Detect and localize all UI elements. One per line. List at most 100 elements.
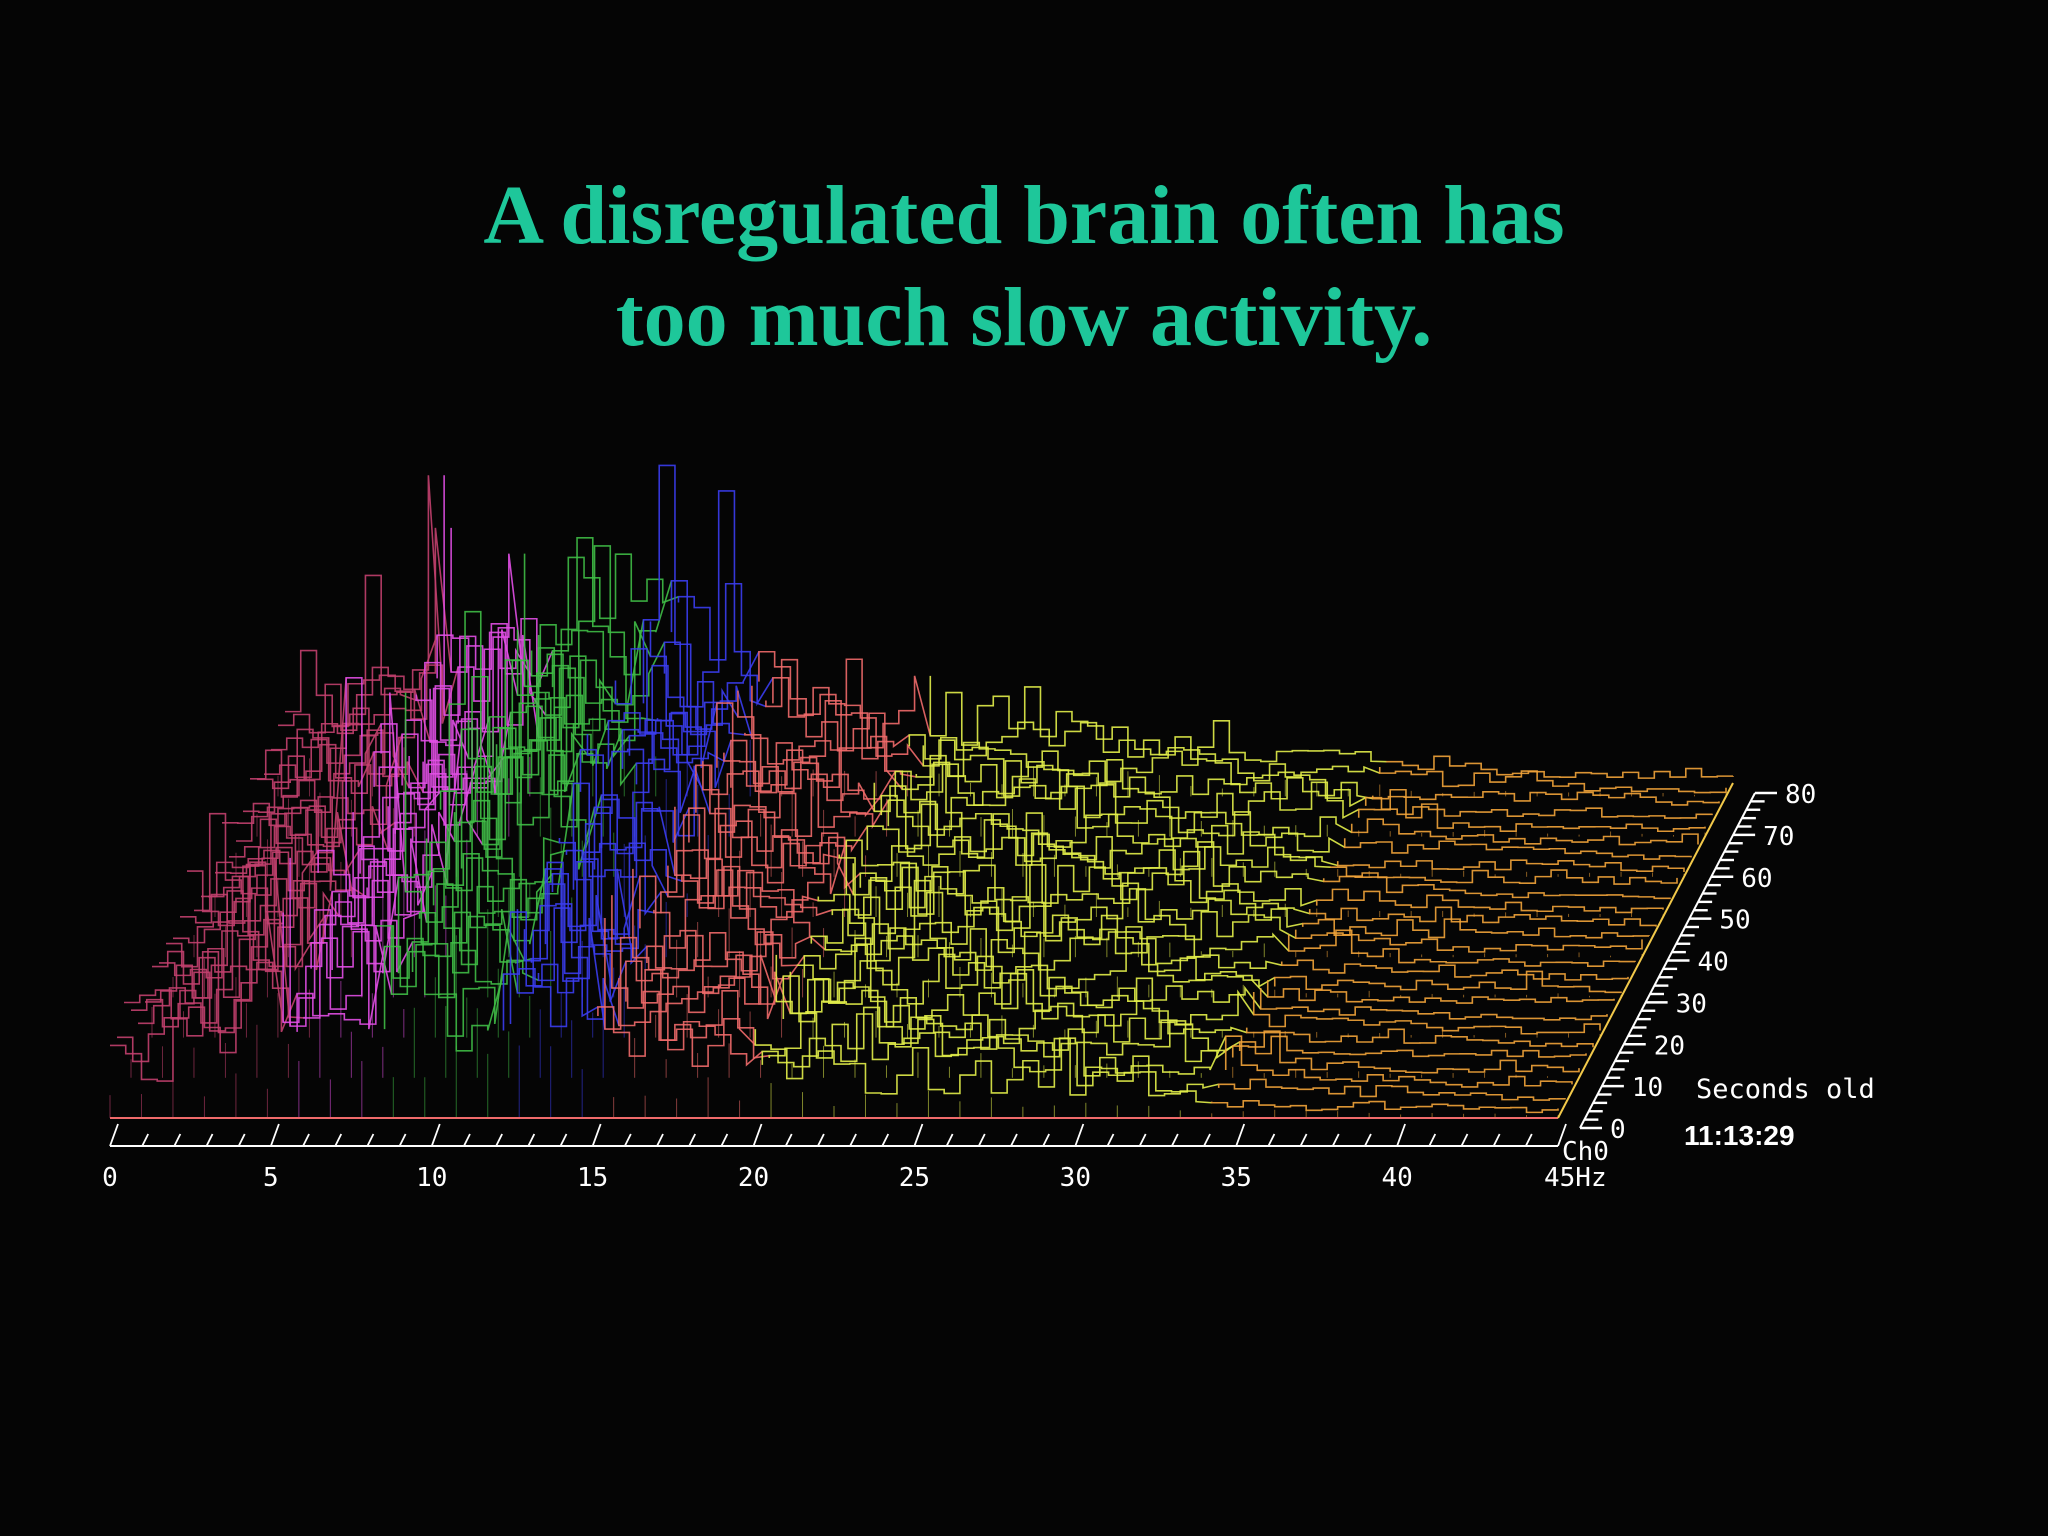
spectrum-row-segment — [1259, 988, 1608, 1021]
spectrum-row-segment — [716, 702, 876, 839]
spectrum-row-segment — [411, 870, 539, 985]
spectrum-row-segment — [159, 882, 333, 979]
frequency-minor-tick — [688, 1133, 697, 1147]
spectrum-row-segment — [1315, 888, 1664, 914]
spectrum-row-segment — [1294, 929, 1643, 953]
spectrum-row-segment — [432, 610, 560, 918]
frequency-minor-tick — [1267, 1133, 1276, 1147]
spectrum-row-segment — [271, 475, 445, 751]
surface-side-edge — [1557, 782, 1734, 1119]
spectrum-row-segment — [887, 784, 1346, 853]
spectrum-row-segment — [859, 833, 1318, 907]
spectrum-row-segment — [845, 839, 1303, 928]
spectrum-row-segment — [418, 857, 547, 958]
spectrum-row-segment — [317, 849, 414, 973]
frequency-minor-tick — [1171, 1133, 1179, 1147]
spectrum-row-segment — [611, 895, 770, 1059]
frequency-minor-tick — [141, 1133, 149, 1147]
spectrum-row-segment — [250, 728, 424, 798]
spectrum-row-segment — [600, 758, 697, 855]
spectrum-row-segment — [674, 806, 833, 917]
spectrum-row-segment — [474, 647, 603, 849]
frequency-minor-tick — [173, 1133, 182, 1147]
frequency-minor-tick — [817, 1133, 825, 1147]
spectrum-row-segment — [530, 545, 658, 729]
frequency-major-tick — [109, 1123, 119, 1147]
spectrum-row-segment — [635, 664, 732, 789]
spectrum-row-segment — [439, 675, 567, 902]
spectrum-row-segment — [1238, 1035, 1587, 1058]
spectrum-row-segment — [394, 716, 491, 834]
spectrum-row-segment — [502, 968, 599, 1031]
spectrum-row-segment — [803, 879, 1262, 1010]
spectrum-row-segment — [824, 864, 1282, 969]
spectrum-row-segment — [642, 464, 739, 736]
frequency-minor-tick — [334, 1133, 343, 1147]
spectrum-row-segment — [765, 658, 924, 767]
spectrum-row-segment — [257, 688, 431, 795]
spectrum-row-segment — [282, 909, 378, 1024]
spectrum-row-segment — [404, 692, 532, 974]
spectrum-row-segment — [152, 879, 326, 985]
spectrum-row-segment — [1301, 918, 1650, 939]
spectrum-row-segment — [831, 886, 1290, 958]
frequency-tick-label: 25 — [899, 1163, 930, 1193]
frequency-minor-tick — [1460, 1133, 1469, 1147]
depth-tick-label: 0 — [1610, 1115, 1626, 1145]
spectrum-row-segment — [390, 908, 519, 999]
title-line-1: A disregulated brain often has — [483, 169, 1565, 262]
frequency-minor-tick — [1364, 1133, 1372, 1147]
title-line-2: too much slow activity. — [615, 271, 1433, 364]
spectrum-row-segment — [866, 754, 1324, 887]
frequency-minor-tick — [1203, 1133, 1211, 1147]
spectrum-row-segment — [772, 675, 932, 749]
frequency-minor-tick — [398, 1133, 407, 1147]
spectrum-row-segment — [915, 741, 1373, 800]
spectrum-row-segment — [1322, 875, 1671, 900]
spectrum-row-segment — [565, 842, 662, 935]
spectrum-row-segment — [166, 846, 340, 968]
frequency-minor-tick — [1138, 1133, 1147, 1147]
spectrum-row-segment — [621, 702, 718, 771]
spectrogram-surface — [109, 464, 1734, 1119]
spectrum-row-segment — [383, 911, 512, 1037]
frequency-minor-tick — [945, 1133, 954, 1147]
spectrum-row-segment — [502, 694, 631, 792]
spectrum-row-segment — [429, 553, 526, 758]
spectrum-row-segment — [901, 759, 1360, 820]
frequency-minor-tick — [720, 1133, 729, 1147]
spectrum-row-segment — [453, 747, 582, 858]
spectrum-row-segment — [460, 717, 589, 869]
spectrum-row-segment — [639, 875, 798, 995]
slide-title: A disregulated brain often has too much … — [0, 165, 2048, 369]
spectrum-row-segment — [649, 621, 746, 756]
spectrum-row-segment — [180, 809, 354, 924]
spectrum-row-segment — [443, 475, 540, 738]
spectrum-row-segment — [586, 734, 683, 882]
frequency-minor-tick — [1331, 1133, 1340, 1147]
spectrum-row-segment — [285, 649, 459, 728]
spectrum-row-segment — [187, 848, 361, 927]
spectrum-row-segment — [1343, 838, 1692, 860]
depth-tick-label: 50 — [1719, 906, 1750, 936]
spectrum-row-segment — [667, 807, 826, 951]
frequency-major-tick — [270, 1123, 280, 1147]
spectrum-row-segment — [201, 751, 375, 898]
spectrum-row-segment — [215, 805, 389, 874]
spectrum-row-segment — [352, 812, 449, 899]
spectrum-row-segment — [688, 807, 848, 895]
frequency-minor-tick — [1106, 1133, 1115, 1147]
spectrum-row-segment — [229, 733, 403, 858]
spectrum-row-segment — [558, 838, 655, 952]
spectrum-row-segment — [646, 931, 805, 980]
spectrum-row-segment — [117, 857, 291, 1063]
spectrum-row-segment — [628, 719, 725, 764]
spectrum-row-segment — [782, 975, 1241, 1053]
spectrum-row-segment — [436, 634, 533, 730]
spectrum-row-segment — [929, 675, 1387, 766]
frequency-minor-tick — [1492, 1133, 1501, 1147]
spectrum-row-segment — [625, 954, 785, 1020]
spectrum-row-segment — [810, 908, 1269, 998]
frequency-minor-tick — [881, 1133, 890, 1147]
